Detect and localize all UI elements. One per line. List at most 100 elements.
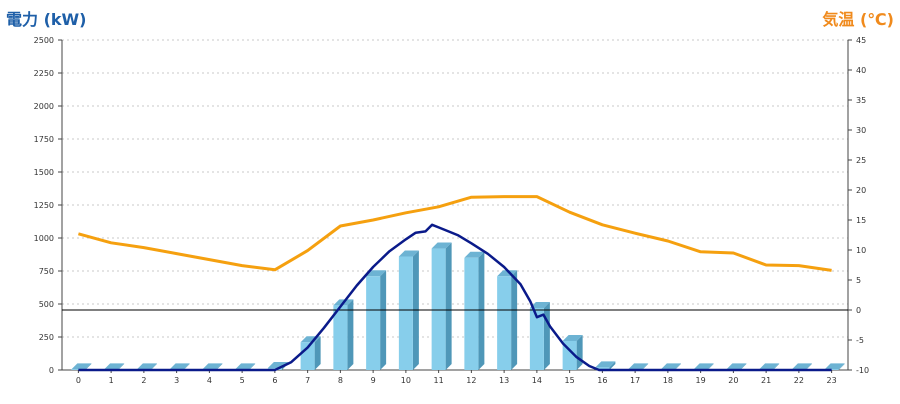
x-tick-label: 8 [338,376,343,385]
left-axis-title: 電力 (kW) [6,10,87,29]
power-bar-side [380,270,387,370]
power-bar-front [366,276,381,370]
power-bar [595,361,616,370]
right-axis-title: 気温 (℃) [822,10,894,29]
x-tick-label: 20 [728,376,738,385]
x-tick-label: 13 [499,376,509,385]
power-bar-front [824,369,839,370]
power-bar-side [347,299,354,370]
left-tick-label: 500 [39,300,54,309]
left-tick-label: 1000 [34,234,54,243]
power-bar-top [366,270,387,277]
power-bar [71,363,92,370]
left-tick-label: 2250 [34,69,54,78]
x-tick-label: 15 [565,376,575,385]
x-tick-label: 23 [827,376,837,385]
right-tick-label: 20 [856,186,866,195]
right-tick-label: -10 [856,366,869,375]
power-bar [497,270,518,370]
power-bar-top [431,242,452,249]
power-bar-side [543,301,550,370]
power-bar-top [464,251,485,258]
power-bar-top [136,363,157,370]
power-bar-top [693,363,714,370]
left-tick-label: 2500 [34,36,54,45]
right-tick-label: 40 [856,66,866,75]
x-tick-label: 4 [207,376,212,385]
left-tick-label: 2000 [34,102,54,111]
right-tick-label: 10 [856,246,866,255]
power-bar-front [431,248,446,370]
power-bar-side [478,251,485,370]
power-bar-side [609,361,616,370]
x-tick-label: 5 [240,376,245,385]
x-tick-label: 7 [305,376,310,385]
power-bar-top [398,250,419,257]
x-tick-label: 6 [272,376,277,385]
power-bar-top [169,363,190,370]
power-bar-front [464,257,479,370]
power-bar-top [104,363,125,370]
left-tick-label: 1250 [34,201,54,210]
power-bar-front [398,256,413,370]
left-tick-label: 750 [39,267,54,276]
power-bar [824,363,845,370]
right-tick-label: 15 [856,216,866,225]
power-bar-top [628,363,649,370]
power-bar-side [249,363,256,370]
x-tick-label: 12 [466,376,476,385]
power-bar-top [759,363,780,370]
power-bar-top [726,363,747,370]
x-tick-label: 11 [434,376,444,385]
power-bar [464,251,485,370]
power-bar-top [235,363,256,370]
left-tick-label: 250 [39,333,54,342]
x-tick-label: 10 [401,376,411,385]
right-tick-label: 5 [856,276,861,285]
right-tick-label: 0 [856,306,861,315]
right-tick-label: 45 [856,36,866,45]
left-tick-label: 0 [49,366,54,375]
x-tick-label: 19 [696,376,706,385]
power-bar-top [562,334,583,341]
power-bar-top [824,363,845,370]
power-bar-front [529,307,544,370]
power-bar-front [71,369,86,370]
power-bar [333,299,354,370]
power-bar-front [595,367,610,370]
x-tick-label: 16 [597,376,607,385]
power-bar-side [674,363,681,370]
power-line [78,223,832,372]
right-tick-label: 25 [856,156,866,165]
temperature-line [78,195,832,272]
power-bar-side [216,363,223,370]
power-bar-side [838,363,845,370]
left-tick-label: 1500 [34,168,54,177]
x-tick-label: 3 [174,376,179,385]
power-bar-front [333,305,348,370]
x-tick-label: 17 [630,376,640,385]
power-bar-side [183,363,190,370]
power-bar-top [791,363,812,370]
power-bar-side [445,242,452,370]
power-bar-side [805,363,812,370]
x-tick-label: 2 [141,376,146,385]
right-tick-label: 35 [856,96,866,105]
power-bar-side [314,336,321,370]
power-bar-side [642,363,649,370]
power-bar [300,336,321,370]
power-bar-side [740,363,747,370]
right-tick-label: 30 [856,126,866,135]
x-tick-label: 9 [371,376,376,385]
power-bar-top [595,361,616,368]
x-tick-label: 21 [761,376,771,385]
power-bar-side [576,334,583,370]
power-bar-side [511,270,518,370]
power-bar [529,301,550,370]
power-bar-side [150,363,157,370]
left-tick-label: 1750 [34,135,54,144]
x-tick-label: 18 [663,376,673,385]
power-bar [398,250,419,370]
